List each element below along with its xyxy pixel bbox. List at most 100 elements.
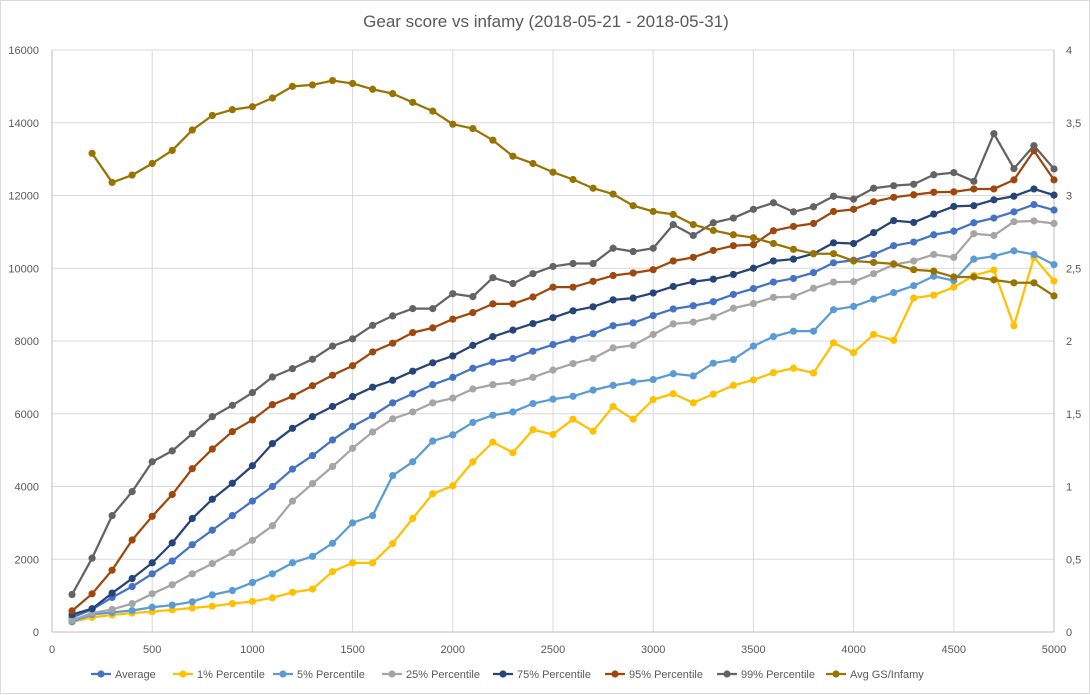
data-point	[930, 291, 938, 299]
data-point	[469, 124, 477, 133]
data-point	[549, 395, 557, 403]
data-point	[789, 274, 798, 283]
data-point	[409, 305, 417, 313]
data-point	[1010, 164, 1018, 173]
data-point	[248, 578, 256, 587]
data-point	[449, 373, 457, 381]
data-point	[930, 188, 938, 196]
legend-swatch-marker	[832, 670, 840, 678]
data-point	[1010, 192, 1018, 200]
data-point	[609, 322, 617, 330]
data-point	[870, 250, 878, 259]
data-point	[549, 366, 557, 374]
data-point	[669, 210, 677, 219]
y-tick-label: 14000	[8, 118, 39, 130]
x-tick-label: 1000	[240, 644, 264, 656]
data-point	[549, 341, 557, 349]
series-1-percentile	[68, 253, 1058, 626]
data-point	[850, 239, 858, 248]
data-point	[188, 604, 196, 612]
data-point	[128, 171, 136, 179]
data-point	[1030, 185, 1038, 193]
data-point	[1010, 208, 1018, 216]
data-point	[749, 205, 758, 213]
data-point	[589, 277, 597, 285]
x-tick-label: 4500	[942, 644, 966, 656]
data-point	[789, 222, 798, 231]
legend-swatch-marker	[723, 670, 731, 678]
data-point	[188, 465, 196, 473]
data-point	[68, 590, 76, 599]
y2-tick-label: 1,5	[1066, 409, 1081, 421]
x-tick-label: 3000	[641, 644, 665, 656]
data-point	[749, 241, 758, 249]
data-point	[850, 349, 858, 357]
y-tick-label: 2000	[15, 554, 39, 566]
series-line	[71, 249, 1055, 623]
data-point	[749, 285, 758, 293]
data-point	[709, 246, 717, 255]
data-point	[449, 120, 457, 128]
data-point	[769, 278, 778, 286]
data-point	[850, 257, 858, 265]
data-point	[68, 607, 76, 615]
data-point	[569, 307, 577, 315]
data-point	[829, 250, 838, 258]
data-point	[729, 355, 737, 364]
data-point	[128, 600, 136, 608]
data-point	[409, 458, 417, 466]
data-point	[328, 436, 337, 444]
data-point	[489, 438, 497, 446]
data-point	[609, 381, 617, 389]
x-tick-label: 4000	[841, 644, 865, 656]
data-point	[589, 386, 597, 394]
data-point	[509, 378, 517, 387]
data-point	[308, 413, 317, 421]
data-point	[308, 585, 317, 593]
data-point	[168, 581, 176, 589]
data-point	[148, 570, 156, 578]
data-point	[990, 196, 998, 204]
data-point	[469, 364, 477, 372]
legend-item: 1% Percentile	[173, 669, 265, 681]
data-point	[208, 111, 216, 120]
data-point	[489, 381, 497, 389]
data-point	[469, 341, 477, 349]
data-point	[609, 296, 617, 304]
data-point	[970, 255, 978, 263]
data-point	[689, 253, 697, 261]
data-point	[449, 482, 457, 490]
data-point	[509, 300, 517, 308]
data-point	[128, 487, 136, 496]
y2-tick-label: 4	[1066, 45, 1072, 57]
data-point	[629, 202, 637, 210]
data-point	[228, 549, 236, 557]
y2-tick-label: 1	[1066, 482, 1072, 494]
legend-label: 25% Percentile	[406, 669, 480, 681]
data-point	[409, 329, 417, 337]
series-group	[68, 76, 1058, 626]
data-point	[469, 418, 477, 427]
data-point	[369, 85, 377, 93]
data-point	[208, 602, 216, 610]
data-point	[950, 188, 958, 196]
data-point	[970, 230, 978, 238]
data-point	[649, 395, 657, 404]
data-point	[589, 259, 597, 268]
data-point	[369, 411, 377, 420]
data-point	[228, 600, 236, 608]
data-point	[930, 272, 938, 280]
data-point	[188, 430, 196, 438]
data-point	[328, 76, 337, 85]
data-point	[529, 319, 537, 328]
data-point	[729, 290, 737, 299]
data-point	[950, 253, 958, 261]
data-point	[890, 289, 898, 297]
data-point	[569, 175, 577, 184]
data-point	[749, 299, 758, 308]
data-point	[369, 321, 377, 329]
data-point	[349, 335, 357, 343]
data-point	[108, 511, 116, 520]
data-point	[669, 282, 677, 291]
data-point	[389, 540, 397, 548]
